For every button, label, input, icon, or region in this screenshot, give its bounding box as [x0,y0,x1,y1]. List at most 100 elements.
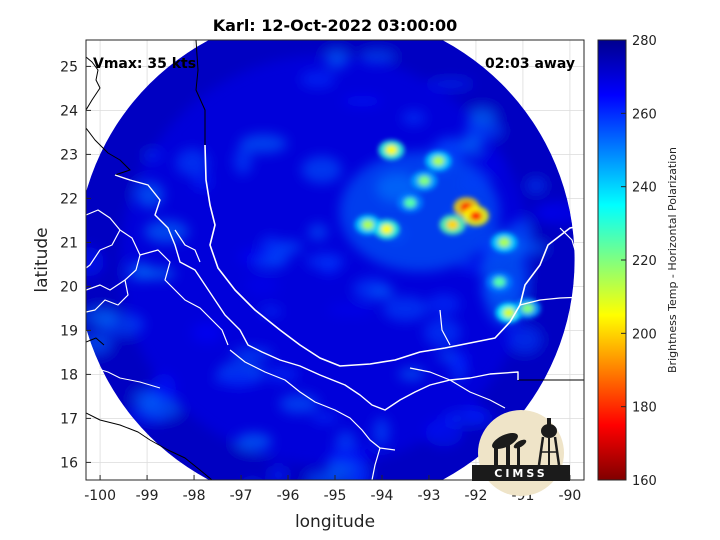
swath-texture-patch [307,223,328,241]
y-tick-label: 20 [60,279,78,295]
x-tick-label: -90 [558,488,581,504]
swath-texture-patch [373,417,390,447]
swath-texture-patch [259,306,283,317]
swath-texture-patch [259,235,281,256]
cloud-region [339,151,500,272]
colorbar-tick-label: 220 [632,254,657,269]
y-tick-label: 24 [60,103,78,119]
swath-texture-patch [235,433,273,451]
cold-cell [404,197,417,208]
colorbar-tick-label: 240 [632,181,657,196]
swath-texture-patch [300,70,336,89]
cold-cell [521,303,534,314]
swath-texture-patch [239,134,288,154]
swath-texture-patch [425,419,463,447]
x-tick-label: -98 [183,488,206,504]
swath-texture-patch [526,178,546,193]
x-tick-label: -94 [371,488,394,504]
swath-texture-patch [231,347,273,361]
swath-texture-patch [139,267,176,280]
colorbar-tick-label: 160 [632,474,657,489]
swath-texture-patch [144,219,189,244]
cold-cell [385,145,398,155]
colorbar-label: Brightness Temp - Horizontal Polarizatio… [666,147,679,373]
chart-title: Karl: 12-Oct-2022 03:00:00 [213,16,458,35]
plot-area [86,40,584,480]
colorbar-ticks: 160 180 200 220 240 260 280 [621,34,657,489]
y-tick-label: 16 [60,455,78,471]
cold-cell [502,307,515,318]
cold-cell [380,224,393,235]
cold-cell [493,277,506,287]
swath-texture-patch [217,366,260,389]
swath-texture-patch [305,253,345,270]
swath-texture-patch [463,120,504,141]
y-axis-label: latitude [32,227,52,292]
swath-texture-patch [269,464,288,480]
y-tick-label: 17 [60,411,78,427]
cold-cell [446,219,459,230]
swath-texture-patch [507,325,542,354]
swath-texture-patch [369,287,395,298]
brightness-temp-swath [86,40,575,480]
x-tick-label: -96 [277,488,300,504]
swath-texture-patch [342,95,383,107]
swath-texture-patch [348,464,372,480]
swath-texture-patch [311,412,339,424]
cold-cell [361,219,374,230]
cold-cell [498,237,511,248]
swath-texture-patch [325,49,349,69]
swath-texture-patch [86,307,117,327]
colorbar-tick-label: 180 [632,401,657,416]
cimss-logo-text: CIMSS [494,467,547,480]
swath-texture-patch [142,150,162,161]
swath-texture-patch [279,393,319,414]
y-tick-label: 19 [60,323,78,339]
swath-texture-patch [305,470,342,480]
swath-texture-patch [401,110,427,126]
x-tick-label: -97 [230,488,253,504]
coastlines [86,40,584,480]
swath-texture-patch [398,367,425,381]
swath-texture-patch [427,293,461,315]
swath-texture-patch [86,247,104,277]
swath-texture-patch [327,446,374,465]
x-tick-label: -99 [136,488,159,504]
x-tick-label: -95 [324,488,347,504]
swath-texture-patch [345,479,363,480]
swath-texture-patch [264,367,299,382]
y-tick-label: 23 [60,147,78,163]
x-tick-label: -100 [84,488,116,504]
y-axis-ticks: 16 17 18 19 20 21 22 23 24 25 [60,59,91,471]
swath-texture-patch [233,147,253,175]
swath-texture-patch [192,171,212,191]
swath-texture-patch [531,204,555,221]
x-tick-label: -93 [418,488,441,504]
cold-cell [432,156,445,166]
swath-texture-patch [135,181,164,209]
cold-cell [418,175,431,186]
colorbar: 160 180 200 220 240 260 280 Brightness Temp - … [597,34,679,489]
x-axis-ticks: -100 -99 -98 -97 -96 -95 -94 -93 -92 -91 -90 [84,475,581,504]
swath-texture-patch [245,273,279,297]
swath-texture-patch [140,397,182,419]
x-tick-label: -92 [465,488,488,504]
colorbar-tick-label: 200 [632,327,657,342]
vmax-annotation: Vmax: 35 kts [93,56,196,72]
swath-texture-patch [301,156,342,184]
y-tick-label: 25 [60,59,78,75]
swath-texture-patch [443,410,491,426]
swath-texture-patch [423,317,462,348]
time-away-annotation: 02:03 away [485,56,575,72]
swath-texture-patch [360,50,396,64]
y-tick-label: 22 [60,191,78,207]
colorbar-tick-label: 260 [632,107,657,122]
swath-texture-patch [191,322,223,343]
swath-texture-patch [327,303,375,317]
y-tick-label: 18 [60,367,78,383]
swath-texture-patch [175,148,209,177]
cold-cell [469,211,482,221]
swath-texture-patch [428,78,474,90]
swath-texture-patch [450,352,469,371]
